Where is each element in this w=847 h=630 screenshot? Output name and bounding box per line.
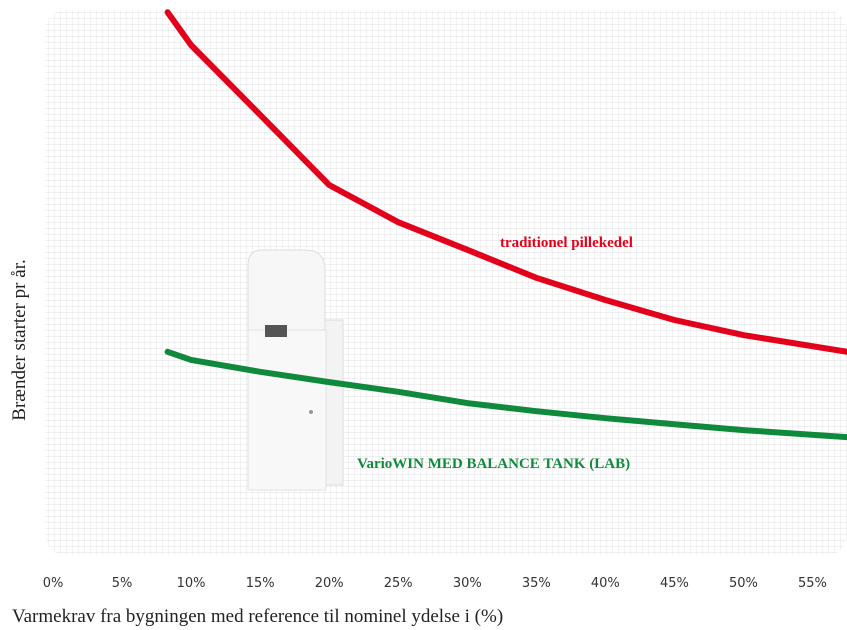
x-tick-label: 35%	[522, 576, 551, 591]
y-axis-label: Brænder starter pr år.	[9, 259, 30, 420]
x-tick-label: 55%	[798, 576, 827, 591]
chart: 0% 5% 10% 15% 20% 25% 30% 35% 40% 45% 50% 55% tradit…	[0, 0, 847, 630]
x-tick-label: 45%	[660, 576, 689, 591]
x-tick-label: 10%	[177, 576, 206, 591]
x-tick-label: 40%	[591, 576, 620, 591]
series-label: VarioWIN MED BALANCE TANK (LAB)	[357, 456, 630, 472]
x-tick-label: 15%	[246, 576, 275, 591]
series-label: traditionel pillekedel	[500, 235, 633, 251]
x-axis-label: Varmekrav fra bygningen med reference ti…	[12, 606, 503, 627]
x-tick-label: 5%	[112, 576, 133, 591]
plot-grid	[45, 10, 847, 555]
x-tick-label: 25%	[384, 576, 413, 591]
x-tick-label: 30%	[453, 576, 482, 591]
x-tick-label: 20%	[315, 576, 344, 591]
x-tick-label: 50%	[729, 576, 758, 591]
x-tick-label: 0%	[43, 576, 64, 591]
